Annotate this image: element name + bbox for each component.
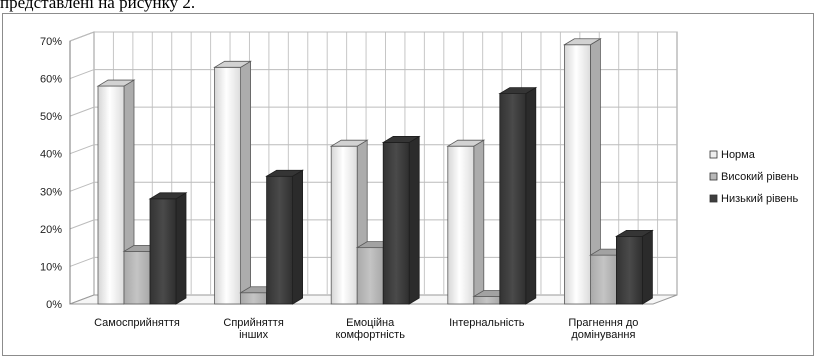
grid-line-side bbox=[69, 69, 95, 80]
bar-top bbox=[498, 87, 538, 94]
bar-front bbox=[149, 198, 177, 305]
bar-top bbox=[381, 136, 421, 143]
bar-chart-3d: 0% 10% 20% 30% 40% 50% 60% 70% Самосприйняття Сп… bbox=[40, 31, 799, 341]
bars bbox=[96, 38, 654, 305]
bar-front bbox=[499, 93, 527, 305]
bar bbox=[614, 229, 654, 305]
bar-side bbox=[408, 135, 420, 305]
x-tick-label: Самосприйняття bbox=[94, 317, 180, 329]
legend: Норма Високий рівень Низький рівень bbox=[709, 149, 799, 205]
bar-front bbox=[564, 44, 591, 305]
bar-front bbox=[447, 145, 475, 305]
bar bbox=[265, 169, 305, 305]
legend-entry: Норма bbox=[709, 149, 756, 161]
bar-side bbox=[525, 86, 537, 305]
legend-swatch bbox=[709, 150, 718, 159]
bar-front bbox=[590, 254, 617, 305]
y-tick-label: 0% bbox=[46, 299, 62, 311]
bar bbox=[213, 60, 253, 305]
y-tick-label: 60% bbox=[40, 74, 62, 86]
grid-line-side bbox=[69, 144, 95, 155]
bar-front bbox=[214, 66, 242, 305]
legend-swatch bbox=[709, 194, 718, 203]
grid-line-side bbox=[69, 31, 95, 42]
y-tick-label: 70% bbox=[40, 36, 62, 48]
y-tick-label: 30% bbox=[40, 186, 62, 198]
grid-line-side bbox=[69, 219, 95, 230]
bar-top bbox=[329, 139, 369, 147]
bar-side bbox=[240, 60, 252, 305]
bar-side bbox=[642, 229, 653, 305]
legend-label: Високий рівень bbox=[721, 171, 799, 183]
bar-side bbox=[175, 192, 187, 305]
bar bbox=[498, 86, 538, 305]
y-axis-ticks: 0% 10% 20% 30% 40% 50% 60% 70% bbox=[40, 36, 62, 311]
x-tick-label: Інтернальність bbox=[449, 317, 525, 329]
legend-entry: Високий рівень bbox=[709, 171, 799, 183]
bar-side bbox=[473, 139, 485, 305]
bar-front bbox=[473, 296, 501, 305]
bar-front bbox=[616, 235, 643, 305]
side-wall bbox=[69, 31, 95, 305]
bar-front bbox=[266, 175, 294, 305]
bar-side bbox=[292, 169, 304, 305]
bar-front bbox=[97, 85, 125, 305]
bar-top bbox=[446, 139, 486, 147]
legend-label: Низький рівень bbox=[721, 193, 798, 205]
bar bbox=[96, 79, 136, 305]
legend-entry: Низький рівень bbox=[709, 193, 798, 205]
legend-swatch bbox=[709, 172, 718, 181]
bar-front bbox=[382, 142, 410, 305]
bar-front bbox=[240, 292, 268, 305]
legend-label: Норма bbox=[721, 149, 756, 161]
grid-line-side bbox=[69, 256, 95, 267]
bar-top bbox=[96, 79, 136, 87]
bar-top bbox=[148, 192, 188, 200]
bar-front bbox=[356, 247, 384, 305]
y-tick-label: 40% bbox=[40, 149, 62, 161]
bar bbox=[148, 192, 188, 305]
x-tick-label: Емоційна bbox=[346, 317, 395, 329]
x-tick-label: домінування bbox=[571, 329, 635, 341]
bar-top bbox=[265, 169, 305, 177]
bar-front bbox=[330, 145, 358, 305]
bar bbox=[381, 135, 421, 305]
grid-line-side bbox=[69, 106, 95, 117]
grid-line-side bbox=[69, 181, 95, 192]
chart-frame: 0% 10% 20% 30% 40% 50% 60% 70% Самосприйняття Сп… bbox=[2, 13, 814, 356]
bar-top bbox=[614, 229, 654, 237]
y-tick-label: 20% bbox=[40, 224, 62, 236]
x-tick-label: комфортність bbox=[335, 329, 405, 341]
y-tick-label: 50% bbox=[40, 111, 62, 123]
x-tick-label: інших bbox=[239, 329, 268, 341]
bar-front bbox=[123, 250, 151, 305]
x-tick-label: Сприйняття bbox=[223, 317, 283, 329]
bar bbox=[562, 38, 602, 305]
intro-text: представлені на рисунку 2. bbox=[0, 0, 196, 12]
bar bbox=[446, 139, 486, 305]
bar-top bbox=[213, 60, 253, 68]
x-tick-label: Прагнення до bbox=[568, 317, 638, 329]
y-tick-label: 10% bbox=[40, 261, 62, 273]
bar-top bbox=[562, 38, 602, 46]
